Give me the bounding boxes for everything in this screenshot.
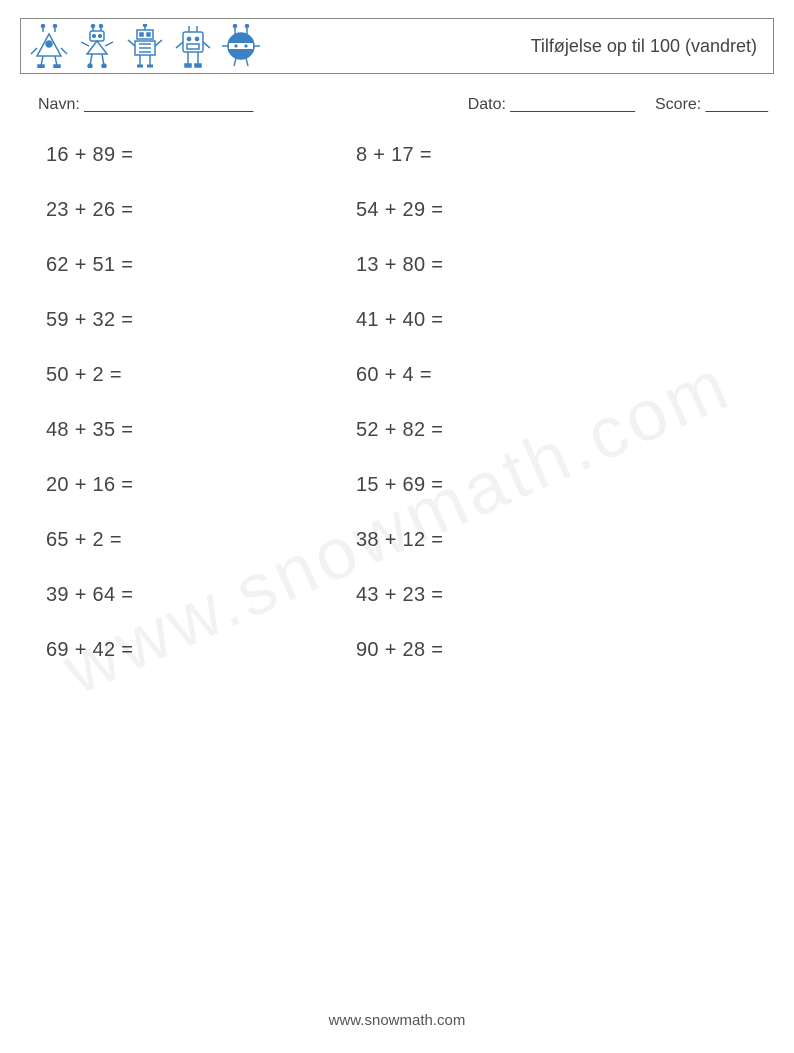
problem: 8 + 17 =	[356, 144, 666, 167]
problems-col-2: 8 + 17 = 54 + 29 = 13 + 80 = 41 + 40 = 6…	[356, 144, 666, 662]
date-blank: ______________	[510, 96, 635, 113]
problems-grid: 16 + 89 = 23 + 26 = 62 + 51 = 59 + 32 = …	[20, 144, 774, 662]
problems-col-1: 16 + 89 = 23 + 26 = 62 + 51 = 59 + 32 = …	[46, 144, 356, 662]
name-field: Navn: ___________________	[38, 96, 253, 114]
problem: 15 + 69 =	[356, 474, 666, 497]
robot-icon-3	[125, 24, 165, 68]
problem: 62 + 51 =	[46, 254, 356, 277]
problem: 13 + 80 =	[356, 254, 666, 277]
header-box: Tilføjelse op til 100 (vandret)	[20, 18, 774, 74]
problem: 38 + 12 =	[356, 529, 666, 552]
problem: 60 + 4 =	[356, 364, 666, 387]
problem: 90 + 28 =	[356, 639, 666, 662]
problem: 59 + 32 =	[46, 309, 356, 332]
robot-icons-row	[29, 24, 261, 68]
problem: 43 + 23 =	[356, 584, 666, 607]
problem: 41 + 40 =	[356, 309, 666, 332]
problem: 69 + 42 =	[46, 639, 356, 662]
robot-icon-5	[221, 24, 261, 68]
date-field: Dato: ______________	[468, 96, 635, 114]
worksheet-title: Tilføjelse op til 100 (vandret)	[531, 36, 757, 57]
date-label: Dato:	[468, 96, 506, 113]
problem: 39 + 64 =	[46, 584, 356, 607]
footer-url: www.snowmath.com	[0, 1012, 794, 1029]
name-blank: ___________________	[84, 96, 253, 113]
score-label: Score:	[655, 96, 701, 113]
name-label: Navn:	[38, 96, 80, 113]
robot-icon-2	[77, 24, 117, 68]
meta-row: Navn: ___________________ Dato: ________…	[20, 96, 774, 114]
problem: 50 + 2 =	[46, 364, 356, 387]
score-field: Score: _______	[655, 96, 768, 114]
problem: 16 + 89 =	[46, 144, 356, 167]
problem: 48 + 35 =	[46, 419, 356, 442]
problem: 23 + 26 =	[46, 199, 356, 222]
problem: 54 + 29 =	[356, 199, 666, 222]
robot-icon-1	[29, 24, 69, 68]
problem: 52 + 82 =	[356, 419, 666, 442]
problem: 20 + 16 =	[46, 474, 356, 497]
problem: 65 + 2 =	[46, 529, 356, 552]
score-blank: _______	[706, 96, 768, 113]
robot-icon-4	[173, 24, 213, 68]
